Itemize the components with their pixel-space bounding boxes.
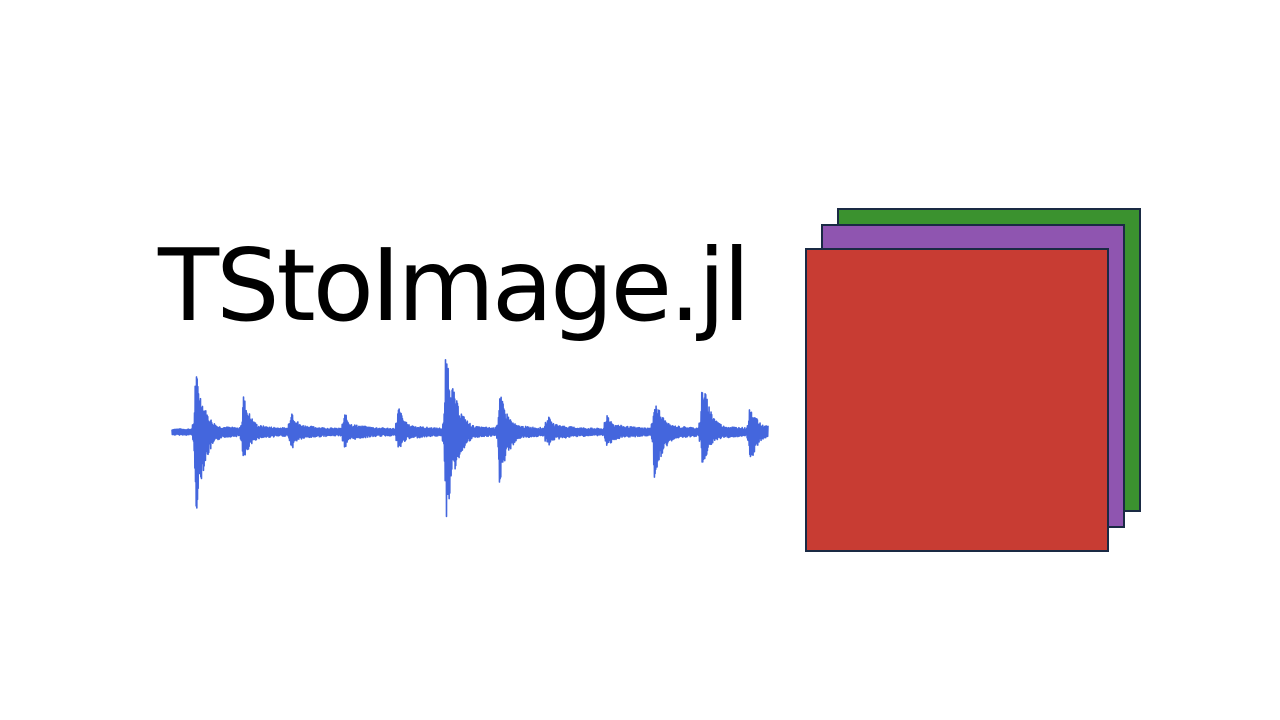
logo-title: TStoImage.jl — [158, 227, 750, 344]
waveform-icon — [171, 358, 769, 518]
waveform-trace — [171, 358, 769, 518]
image-layers-icon — [805, 208, 1141, 552]
front-layer — [805, 248, 1109, 552]
